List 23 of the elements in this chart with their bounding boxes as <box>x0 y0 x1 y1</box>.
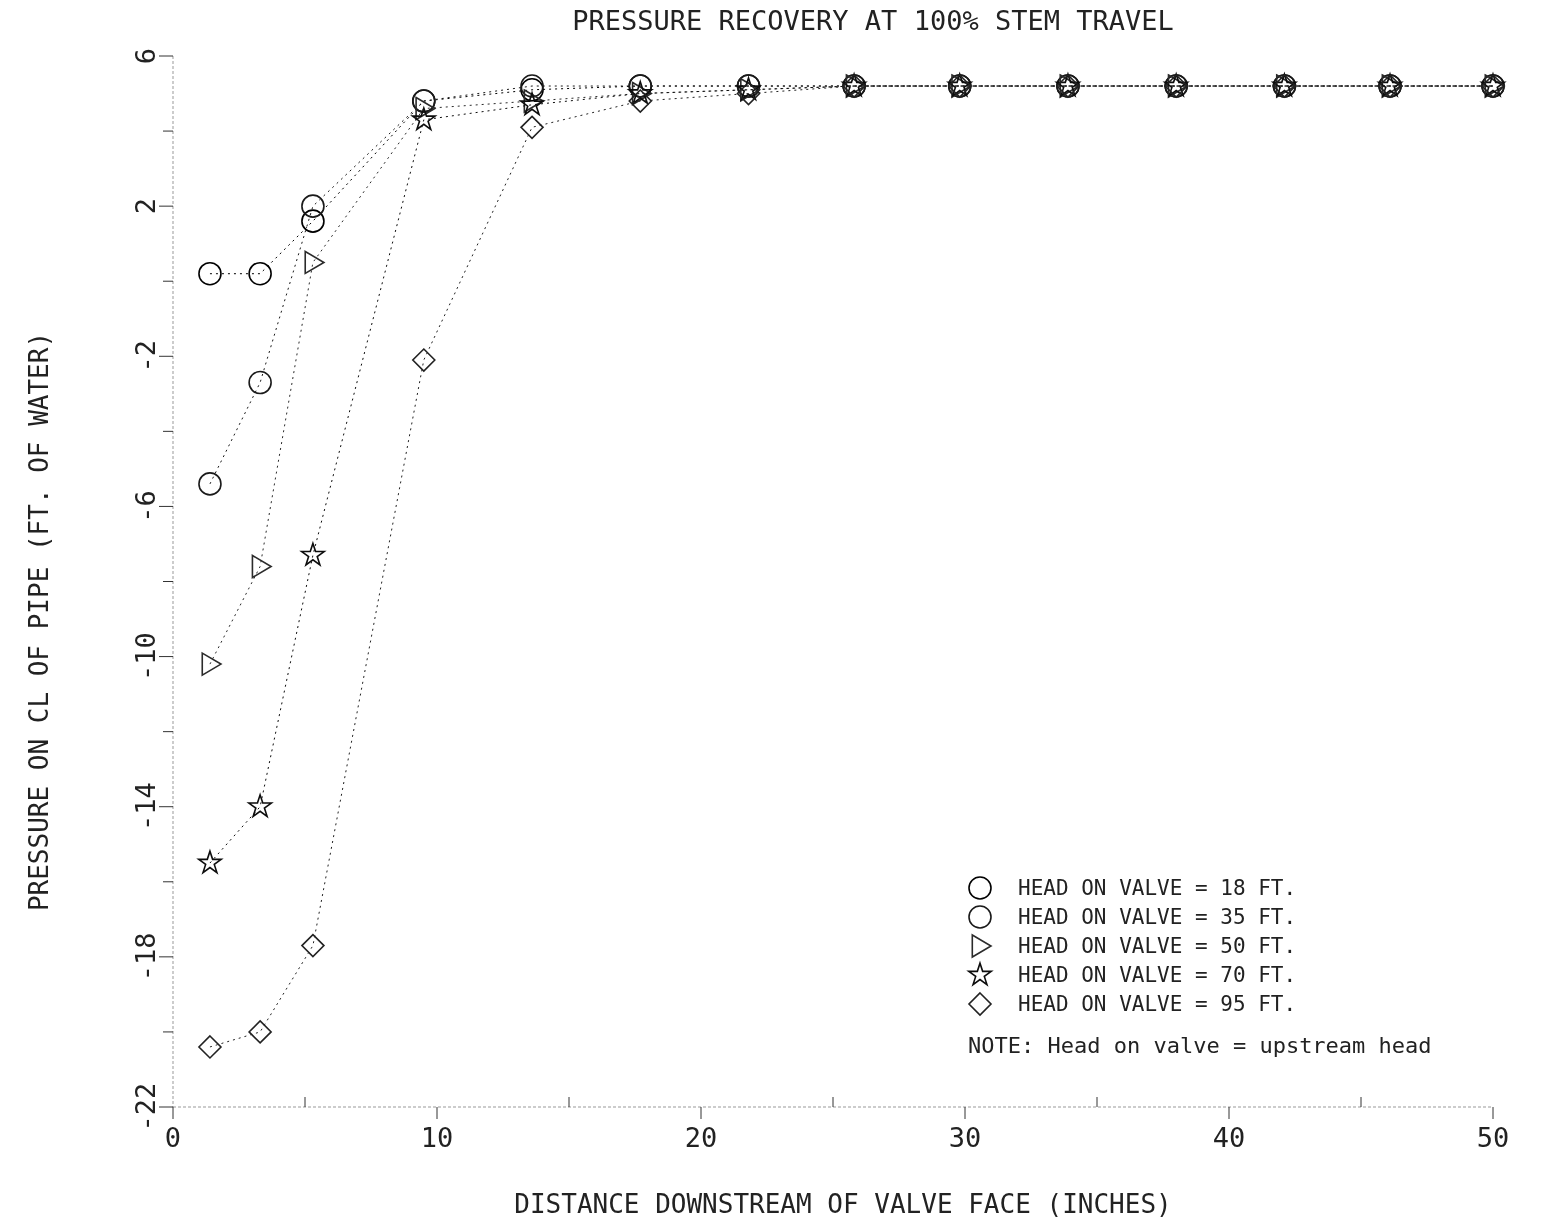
chart-title: PRESSURE RECOVERY AT 100% STEM TRAVEL <box>572 5 1174 36</box>
y-tick-label: -10 <box>130 632 161 681</box>
x-tick-label: 20 <box>684 1122 718 1153</box>
y-tick-label: -2 <box>130 340 161 373</box>
legend-label: HEAD ON VALVE = 95 FT. <box>1018 992 1297 1016</box>
x-axis-title: DISTANCE DOWNSTREAM OF VALVE FACE (INCHES) <box>514 1189 1172 1219</box>
legend-label: HEAD ON VALVE = 35 FT. <box>1018 905 1297 929</box>
x-tick-label: 10 <box>420 1122 454 1153</box>
legend-label: HEAD ON VALVE = 18 FT. <box>1018 876 1297 900</box>
x-tick-label: 40 <box>1212 1122 1246 1153</box>
y-tick-label: -22 <box>130 1082 161 1132</box>
x-tick-label: 30 <box>948 1122 982 1153</box>
annotation: NOTE: Head on valve = upstream head <box>968 1033 1432 1058</box>
legend-label: HEAD ON VALVE = 50 FT. <box>1018 934 1297 958</box>
y-tick-label: -18 <box>130 932 161 982</box>
y-tick-label: 2 <box>130 198 161 215</box>
y-tick-label: -6 <box>130 490 161 523</box>
legend-label: HEAD ON VALVE = 70 FT. <box>1018 963 1297 987</box>
x-tick-label: 0 <box>164 1122 182 1153</box>
y-tick-label: 6 <box>130 47 161 65</box>
y-tick-label: -14 <box>130 782 161 832</box>
y-axis-title: PRESSURE ON CL OF PIPE (FT. OF WATER) <box>24 331 54 912</box>
x-tick-label: 50 <box>1476 1122 1510 1153</box>
